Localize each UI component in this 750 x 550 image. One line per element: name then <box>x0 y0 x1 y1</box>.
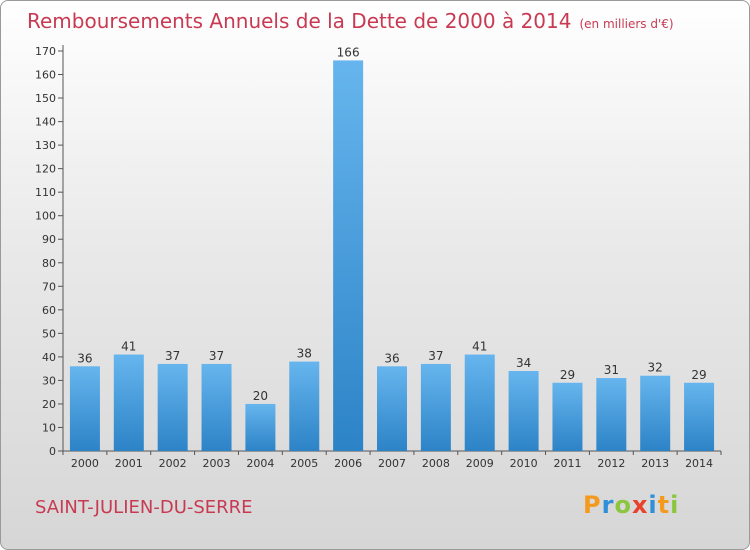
x-tick-label: 2000 <box>71 457 99 470</box>
data-label: 37 <box>165 349 180 363</box>
bar <box>508 371 539 451</box>
bar <box>420 363 451 451</box>
bar <box>69 366 100 451</box>
bar <box>245 403 276 451</box>
x-tick-label: 2008 <box>422 457 450 470</box>
x-tick-label: 2014 <box>685 457 713 470</box>
data-label: 166 <box>337 45 360 59</box>
x-tick-label: 2002 <box>159 457 187 470</box>
y-tick-label: 20 <box>42 398 56 411</box>
bar <box>289 361 320 451</box>
chart-title-text: Remboursements Annuels de la Dette de 20… <box>27 9 572 33</box>
data-label: 38 <box>297 347 312 361</box>
y-tick-label: 90 <box>42 233 56 246</box>
logo-letter: i <box>670 491 680 519</box>
logo-letter: t <box>657 491 671 519</box>
y-tick-label: 140 <box>35 116 56 129</box>
logo-letter: o <box>614 491 632 519</box>
bar <box>596 378 627 451</box>
y-tick-label: 110 <box>35 186 56 199</box>
x-tick-label: 2010 <box>510 457 538 470</box>
data-label: 36 <box>384 351 399 365</box>
logo-letter: i <box>648 491 658 519</box>
x-tick-label: 2001 <box>115 457 143 470</box>
y-tick-label: 60 <box>42 304 56 317</box>
data-label: 31 <box>604 363 619 377</box>
y-tick-label: 40 <box>42 351 56 364</box>
x-tick-label: 2004 <box>246 457 274 470</box>
data-label: 29 <box>691 368 706 382</box>
bar <box>377 366 407 451</box>
bar <box>157 363 188 451</box>
logo-letter: P <box>583 491 602 519</box>
y-tick-label: 150 <box>35 92 56 105</box>
logo-letter: x <box>631 491 649 519</box>
x-tick-label: 2011 <box>553 457 581 470</box>
y-tick-label: 130 <box>35 139 56 152</box>
logo-letter: r <box>601 491 615 519</box>
y-tick-label: 50 <box>42 327 56 340</box>
x-tick-label: 2007 <box>378 457 406 470</box>
data-label: 20 <box>253 389 268 403</box>
data-label: 36 <box>77 351 92 365</box>
y-tick-label: 70 <box>42 280 56 293</box>
x-tick-label: 2009 <box>466 457 494 470</box>
bar <box>640 375 671 451</box>
data-label: 29 <box>560 368 575 382</box>
unit-note: (en milliers d'€) <box>579 17 674 31</box>
commune-name: SAINT-JULIEN-DU-SERRE <box>35 497 253 518</box>
data-label: 37 <box>209 349 224 363</box>
data-label: 41 <box>121 340 136 354</box>
y-tick-label: 120 <box>35 163 56 176</box>
x-tick-label: 2003 <box>203 457 231 470</box>
bar <box>684 382 715 451</box>
y-tick-label: 160 <box>35 69 56 82</box>
bar <box>113 354 144 451</box>
x-tick-label: 2005 <box>290 457 318 470</box>
y-tick-label: 30 <box>42 374 56 387</box>
y-tick-label: 0 <box>49 445 56 458</box>
bar <box>201 363 232 451</box>
y-tick-label: 170 <box>35 45 56 58</box>
chart-title: Remboursements Annuels de la Dette de 20… <box>27 9 674 33</box>
x-tick-label: 2013 <box>641 457 669 470</box>
y-tick-label: 80 <box>42 257 56 270</box>
bar <box>333 60 364 451</box>
data-label: 34 <box>516 356 531 370</box>
data-label: 37 <box>428 349 443 363</box>
data-label: 32 <box>648 361 663 375</box>
bar <box>552 382 583 451</box>
x-tick-label: 2006 <box>334 457 362 470</box>
data-label: 41 <box>472 340 487 354</box>
y-tick-label: 100 <box>35 210 56 223</box>
bar <box>464 354 495 451</box>
proxiti-logo: Proxiti <box>583 491 679 519</box>
y-tick-label: 10 <box>42 421 56 434</box>
x-tick-label: 2012 <box>597 457 625 470</box>
